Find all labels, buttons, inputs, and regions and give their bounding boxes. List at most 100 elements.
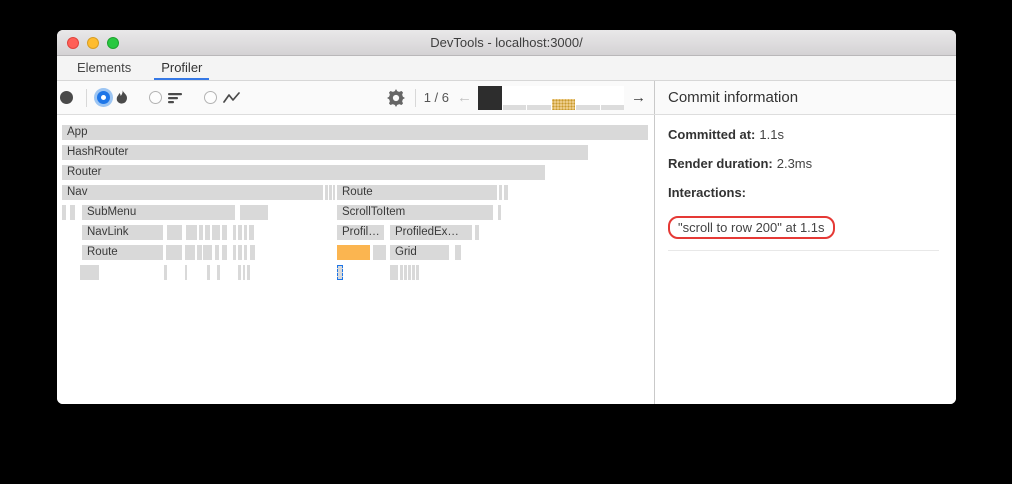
flame-bar[interactable]: [325, 185, 328, 200]
flame-bar-grid[interactable]: Grid: [390, 245, 449, 260]
interaction-badge[interactable]: "scroll to row 200" at 1.1s: [668, 216, 835, 239]
commit-bar-6[interactable]: [600, 104, 624, 110]
flame-bar[interactable]: [167, 225, 182, 240]
flame-bar-nav[interactable]: Nav: [62, 185, 323, 200]
render-duration-label: Render duration:: [668, 156, 773, 171]
flame-bar[interactable]: [203, 245, 212, 260]
flame-bar-route[interactable]: Route: [337, 185, 497, 200]
record-button[interactable]: [60, 91, 73, 104]
flame-bar[interactable]: [62, 205, 66, 220]
profiler-toolbar: 1 / 6 ← →: [57, 81, 655, 114]
close-button[interactable]: [67, 36, 79, 49]
commit-bar-1-selected[interactable]: [478, 85, 502, 110]
minimize-button[interactable]: [87, 36, 99, 49]
gear-icon[interactable]: [386, 88, 405, 107]
flame-bar-submenu[interactable]: SubMenu: [82, 205, 235, 220]
flame-bar[interactable]: [250, 245, 255, 260]
flame-bar[interactable]: [412, 265, 415, 280]
flame-bar-scrolltoitem[interactable]: ScrollToItem: [337, 205, 493, 220]
committed-at-line: Committed at: 1.1s: [668, 127, 943, 142]
flame-bar[interactable]: [70, 205, 75, 220]
ranked-view-radio[interactable]: [149, 91, 162, 104]
interactions-view-radio[interactable]: [204, 91, 217, 104]
flame-bar[interactable]: [185, 245, 195, 260]
flame-bar-hashrouter[interactable]: HashRouter: [62, 145, 588, 160]
flame-bar[interactable]: [164, 265, 167, 280]
flame-bar-profiledex[interactable]: ProfiledEx…: [390, 225, 472, 240]
flame-bar[interactable]: [217, 265, 220, 280]
commit-info-header: Commit information: [655, 81, 956, 114]
flame-bar[interactable]: [205, 225, 210, 240]
flame-bar[interactable]: [166, 245, 182, 260]
separator: [86, 88, 87, 107]
flame-graph: App HashRouter Router Nav Route SubMenu Scroll…: [57, 115, 655, 404]
flame-bar[interactable]: [185, 265, 187, 280]
flame-bar[interactable]: [337, 265, 343, 280]
flame-bar[interactable]: [499, 185, 502, 200]
next-commit-button[interactable]: →: [631, 89, 646, 106]
tab-profiler[interactable]: Profiler: [154, 56, 210, 80]
flame-bar[interactable]: [233, 225, 236, 240]
commit-bar-4[interactable]: [551, 99, 575, 110]
flame-bar[interactable]: [238, 245, 242, 260]
flame-bar[interactable]: [475, 225, 479, 240]
zoom-button[interactable]: [107, 36, 119, 49]
separator: [414, 88, 416, 107]
flame-bar[interactable]: [238, 225, 242, 240]
commit-bar-5[interactable]: [576, 104, 600, 110]
flame-bar[interactable]: [244, 245, 247, 260]
flame-bar[interactable]: [404, 265, 407, 280]
flame-bar[interactable]: [80, 265, 99, 280]
window-title: DevTools - localhost:3000/: [430, 35, 583, 50]
tab-bar: Elements Profiler: [57, 56, 956, 81]
flame-bar[interactable]: [416, 265, 419, 280]
flame-bar[interactable]: [244, 225, 247, 240]
interactions-label: Interactions:: [668, 185, 747, 200]
commit-bar-3[interactable]: [527, 104, 551, 110]
flamegraph-view-radio[interactable]: [94, 88, 113, 107]
flame-bar[interactable]: [233, 245, 236, 260]
flame-bar-app[interactable]: App: [62, 125, 648, 140]
flame-bar[interactable]: [333, 185, 335, 200]
divider: [668, 250, 939, 251]
flame-bar[interactable]: [238, 265, 241, 280]
flame-bar[interactable]: [400, 265, 403, 280]
traffic-lights: [67, 30, 119, 55]
previous-commit-button[interactable]: ←: [457, 89, 472, 106]
flame-bar[interactable]: [240, 205, 268, 220]
flame-bar[interactable]: [329, 185, 332, 200]
toolbar-row: 1 / 6 ← → Commit information: [57, 81, 956, 115]
flame-bar-profil[interactable]: Profil…: [337, 225, 384, 240]
flame-bar[interactable]: [199, 225, 203, 240]
title-bar[interactable]: DevTools - localhost:3000/: [57, 30, 956, 56]
flame-bar[interactable]: [186, 225, 197, 240]
flame-bar[interactable]: [337, 245, 370, 260]
flame-bar[interactable]: [207, 265, 210, 280]
flame-bar[interactable]: [212, 225, 220, 240]
flame-bar[interactable]: [243, 265, 245, 280]
flame-bar[interactable]: [197, 245, 202, 260]
flame-bar-router[interactable]: Router: [62, 165, 545, 180]
committed-at-value: 1.1s: [759, 127, 784, 142]
render-duration-value: 2.3ms: [776, 156, 813, 171]
flame-bar[interactable]: [504, 185, 508, 200]
flame-bar[interactable]: [455, 245, 461, 260]
flame-bar-route[interactable]: Route: [82, 245, 163, 260]
flame-bar[interactable]: [373, 245, 386, 260]
flame-bar[interactable]: [390, 265, 398, 280]
tab-elements[interactable]: Elements: [77, 59, 132, 75]
flame-bar-navlink[interactable]: NavLink: [82, 225, 163, 240]
flame-bar[interactable]: [249, 225, 254, 240]
flame-bar[interactable]: [408, 265, 411, 280]
flame-bar[interactable]: [247, 265, 250, 280]
flame-bar[interactable]: [215, 245, 219, 260]
devtools-window: DevTools - localhost:3000/ Elements Prof…: [57, 30, 956, 404]
interactions-line: Interactions:: [668, 185, 943, 200]
flame-bar[interactable]: [222, 245, 227, 260]
flame-bar[interactable]: [222, 225, 227, 240]
commit-bar-2[interactable]: [502, 104, 526, 110]
flame-bar[interactable]: [498, 205, 501, 220]
ranked-chart-icon: [168, 91, 184, 105]
flame-icon: [116, 89, 129, 106]
commit-info-panel: Committed at: 1.1s Render duration: 2.3ms …: [655, 115, 956, 404]
